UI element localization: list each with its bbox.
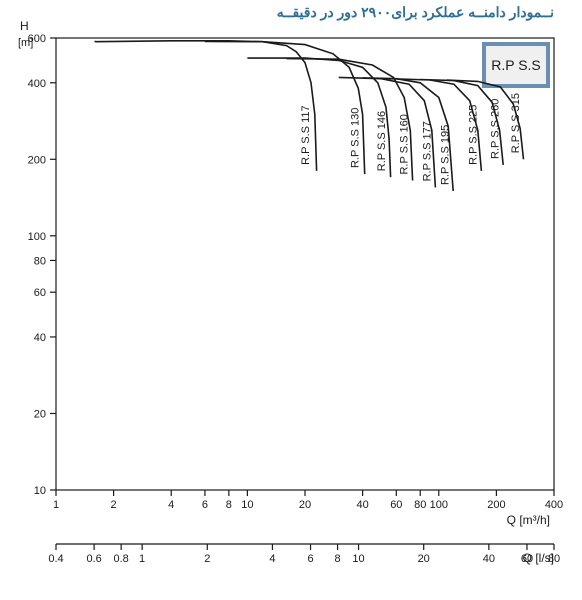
y-axis-symbol: H xyxy=(20,19,29,33)
x2-tick-label: 0.6 xyxy=(86,553,101,565)
x1-tick-label: 200 xyxy=(487,499,505,511)
x1-tick-label: 60 xyxy=(390,499,402,511)
performance-chart: 1020406080100200400600H[m]12468102040608… xyxy=(0,0,582,600)
x2-tick-label: 10 xyxy=(352,553,364,565)
x1-tick-label: 1 xyxy=(53,499,59,511)
x1-axis-label: Q [m³/h] xyxy=(507,513,550,527)
y-tick-label: 60 xyxy=(34,287,46,299)
curve-label: R.P S.S 195 xyxy=(440,125,452,185)
x1-tick-label: 2 xyxy=(111,499,117,511)
curve-label: R.P S.S 177 xyxy=(422,121,434,181)
curve-label: R.P S.S 146 xyxy=(376,111,388,171)
y-tick-label: 40 xyxy=(34,332,46,344)
x1-tick-label: 40 xyxy=(356,499,368,511)
x2-tick-label: 4 xyxy=(269,553,275,565)
chart-title: نــمودار دامنــه عملکرد برای۲۹۰۰ دور در … xyxy=(277,4,554,21)
x2-tick-label: 40 xyxy=(483,553,495,565)
x1-tick-label: 4 xyxy=(168,499,174,511)
x2-tick-label: 0.4 xyxy=(48,553,63,565)
y-tick-label: 200 xyxy=(28,154,46,166)
curve xyxy=(95,41,317,171)
curve-label: R.P S.S 160 xyxy=(398,114,410,174)
y-tick-label: 400 xyxy=(28,78,46,90)
y-tick-label: 20 xyxy=(34,408,46,420)
curve-label: R.P S.S 260 xyxy=(489,99,501,159)
x2-axis-label-text: Q [l/s] xyxy=(523,551,554,565)
x2-tick-label: 8 xyxy=(335,553,341,565)
x2-tick-label: 20 xyxy=(418,553,430,565)
x1-tick-label: 8 xyxy=(226,499,232,511)
curve-label: R.P S.S 225 xyxy=(467,105,479,165)
x2-tick-label: 2 xyxy=(204,553,210,565)
x1-tick-label: 6 xyxy=(202,499,208,511)
series-badge-label: R.P S.S xyxy=(491,57,541,73)
y-tick-label: 100 xyxy=(28,231,46,243)
y-tick-label: 80 xyxy=(34,255,46,267)
x1-tick-label: 100 xyxy=(430,499,448,511)
x2-tick-label: 6 xyxy=(307,553,313,565)
y-tick-label: 10 xyxy=(34,485,46,497)
x1-tick-label: 20 xyxy=(299,499,311,511)
curve-label: R.P S.S 117 xyxy=(300,105,312,165)
x2-tick-label: 1 xyxy=(139,553,145,565)
curve-label: R.P S.S 315 xyxy=(510,93,522,153)
y-axis-unit: [m] xyxy=(18,37,33,49)
curve-label: R.P S.S 130 xyxy=(350,108,362,168)
x1-tick-label: 400 xyxy=(545,499,563,511)
curve xyxy=(247,58,390,177)
x1-tick-label: 80 xyxy=(414,499,426,511)
x1-tick-label: 10 xyxy=(241,499,253,511)
x2-tick-label: 0.8 xyxy=(114,553,129,565)
